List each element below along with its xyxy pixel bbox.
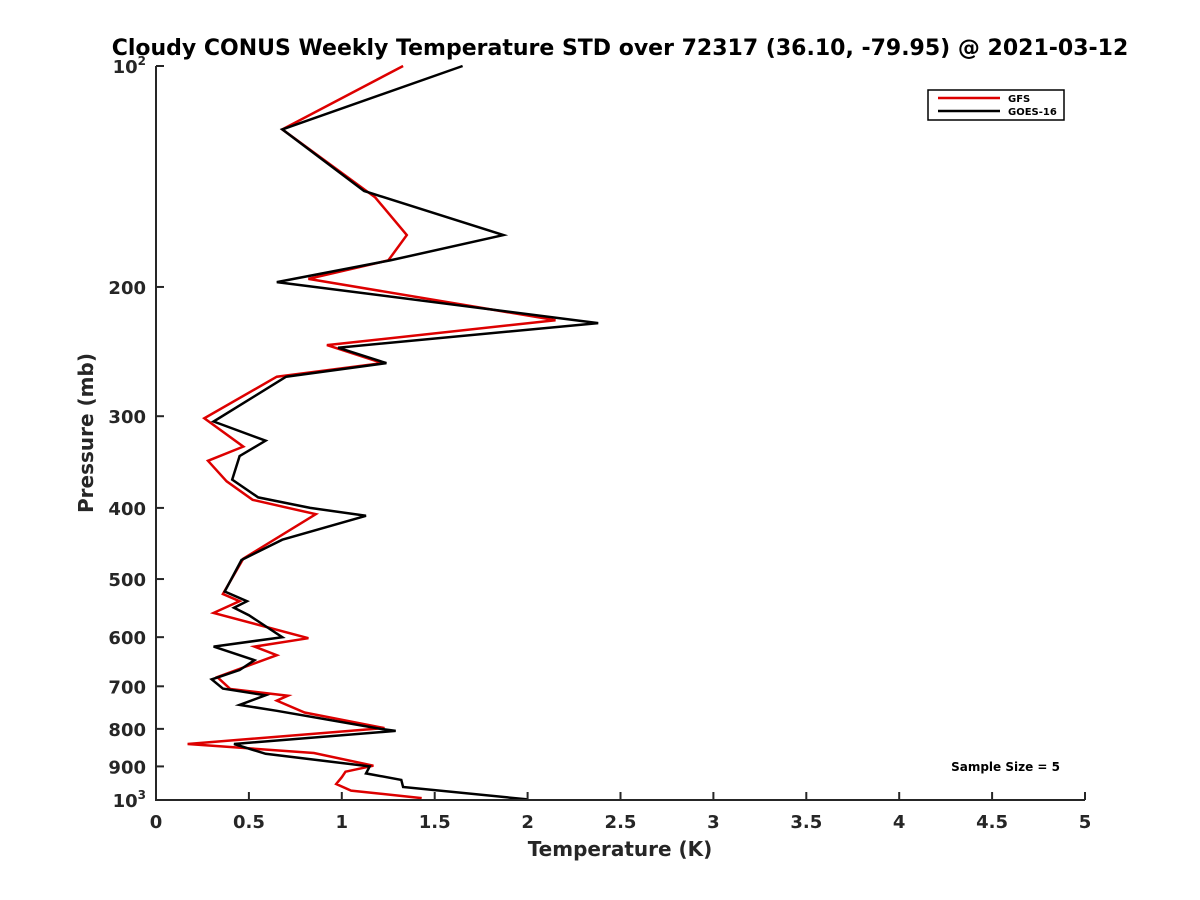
legend-box bbox=[927, 89, 1065, 121]
y-axis-label: Pressure (mb) bbox=[74, 353, 98, 513]
x-axis-ticks: 0 0.5 1 1.5 2 2.5 3 3.5 4 4.5 5 bbox=[150, 792, 1092, 833]
x-tick-label: 4 bbox=[893, 812, 906, 833]
x-tick-label: 1 bbox=[336, 812, 349, 833]
y-axis-ticks: 102 200 300 400 500 600 700 800 900 103 bbox=[108, 54, 164, 812]
series-line-gfs bbox=[187, 64, 556, 800]
x-tick-label: 2.5 bbox=[605, 812, 637, 833]
series-line-goes-16 bbox=[209, 64, 599, 801]
sample-size-annotation: Sample Size = 5 bbox=[951, 760, 1060, 774]
y-tick-label: 600 bbox=[108, 628, 146, 649]
legend: GFS GOES-16 bbox=[927, 89, 1065, 121]
x-axis-label: Temperature (K) bbox=[528, 837, 713, 861]
x-tick-label: 0 bbox=[150, 812, 163, 833]
chart-title: Cloudy CONUS Weekly Temperature STD over… bbox=[112, 36, 1129, 61]
y-tick-label: 103 bbox=[113, 788, 146, 812]
y-tick-label: 500 bbox=[108, 570, 146, 591]
y-tick-label: 200 bbox=[108, 278, 146, 299]
x-tick-label: 2 bbox=[521, 812, 534, 833]
y-tick-label: 102 bbox=[113, 54, 146, 78]
x-tick-label: 3 bbox=[707, 812, 720, 833]
y-tick-label: 800 bbox=[108, 720, 146, 741]
y-tick-label: 300 bbox=[108, 407, 146, 428]
axis-frame bbox=[155, 66, 1085, 801]
x-tick-label: 3.5 bbox=[790, 812, 822, 833]
legend-label: GOES-16 bbox=[1008, 107, 1057, 118]
y-tick-label: 900 bbox=[108, 757, 146, 778]
x-tick-label: 0.5 bbox=[233, 812, 265, 833]
x-tick-label: 1.5 bbox=[419, 812, 451, 833]
x-tick-label: 4.5 bbox=[976, 812, 1008, 833]
series-layer bbox=[187, 64, 599, 801]
y-tick-label: 400 bbox=[108, 499, 146, 520]
legend-label: GFS bbox=[1008, 94, 1030, 105]
y-tick-label: 700 bbox=[108, 677, 146, 698]
x-tick-label: 5 bbox=[1079, 812, 1092, 833]
